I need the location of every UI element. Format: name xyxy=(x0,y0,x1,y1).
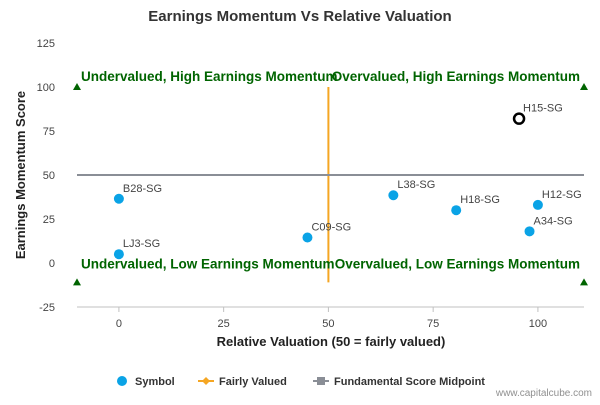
corner-triangle-marker xyxy=(73,83,81,90)
data-point-label: H18-SG xyxy=(460,194,500,206)
x-axis-title: Relative Valuation (50 = fairly valued) xyxy=(217,334,446,349)
data-point-label: L38-SG xyxy=(397,179,435,191)
y-tick-label: 50 xyxy=(43,170,55,182)
x-tick-label: 50 xyxy=(322,318,334,330)
quadrant-label: Undervalued, Low Earnings Momentum xyxy=(81,256,335,271)
corner-triangle-marker xyxy=(580,83,588,90)
quadrant-label: Overvalued, Low Earnings Momentum xyxy=(335,256,580,271)
y-tick-label: 125 xyxy=(37,38,55,50)
y-tick-label: 0 xyxy=(49,258,55,270)
y-tick-label: 75 xyxy=(43,126,55,138)
data-point xyxy=(524,226,535,237)
reference-lines xyxy=(77,87,584,283)
legend-midpoint-marker xyxy=(317,377,325,385)
legend: Symbol Fairly Valued Fundamental Score Mid… xyxy=(117,376,485,388)
data-point-label: A34-SG xyxy=(534,215,573,227)
x-tick-label: 0 xyxy=(116,318,122,330)
chart-title: Earnings Momentum Vs Relative Valuation xyxy=(148,8,451,25)
corner-triangle-marker xyxy=(580,278,588,286)
y-axis-title: Earnings Momentum Score xyxy=(13,91,28,259)
quadrant-label: Overvalued, High Earnings Momentum xyxy=(332,69,580,84)
highlighted-data-point xyxy=(512,112,526,125)
y-tick-label: -25 xyxy=(39,302,55,314)
legend-midpoint-label: Fundamental Score Midpoint xyxy=(334,376,485,388)
quadrant-labels: Undervalued, High Earnings MomentumOverv… xyxy=(81,69,580,271)
data-points: B28-SG LJ3-SG C09-SG L38-SG H18-SG H12-SG A34-… xyxy=(113,103,582,260)
corner-triangle-marker xyxy=(73,278,81,286)
data-point-label: H12-SG xyxy=(542,189,582,201)
data-point xyxy=(388,190,399,201)
x-tick-label: 100 xyxy=(529,318,547,330)
data-point xyxy=(302,232,313,243)
y-tick-label: 25 xyxy=(43,214,55,226)
x-tick-label: 25 xyxy=(218,318,230,330)
data-point-label: C09-SG xyxy=(311,221,351,233)
legend-fairly-valued-marker xyxy=(202,377,210,385)
legend-fairly-valued-label: Fairly Valued xyxy=(219,376,287,388)
data-point xyxy=(113,249,124,260)
data-point-label: LJ3-SG xyxy=(123,238,160,250)
highlighted-point-label: H15-SG xyxy=(523,103,563,115)
data-point xyxy=(532,199,543,210)
x-tick-label: 75 xyxy=(427,318,439,330)
axes: 0 25 50 75 100 -25 0 25 50 75 100 125 xyxy=(37,38,584,330)
legend-symbol-marker xyxy=(117,376,127,386)
corner-markers xyxy=(73,83,588,286)
data-point xyxy=(451,205,462,216)
quadrant-label: Undervalued, High Earnings Momentum xyxy=(81,69,338,84)
credits-text: www.capitalcube.com xyxy=(495,388,592,399)
legend-symbol-label: Symbol xyxy=(135,376,175,388)
y-tick-label: 100 xyxy=(37,82,55,94)
data-point-label: B28-SG xyxy=(123,183,162,195)
data-point xyxy=(113,193,124,204)
